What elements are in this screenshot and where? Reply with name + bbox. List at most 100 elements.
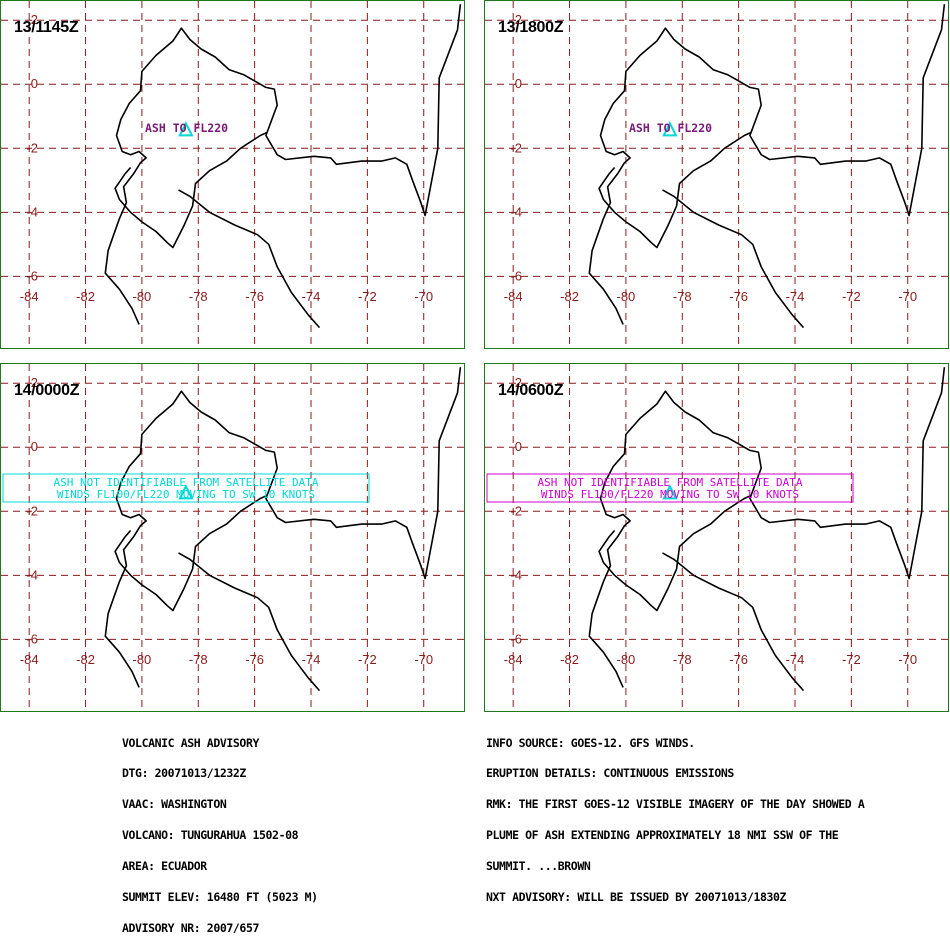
map-4: -84 -82 -80 -78 -76 -74 -72 -70 2 0 -2 -4 -6 ASH NOT …	[485, 364, 948, 711]
lon-tick-label: -70	[898, 289, 917, 304]
advisory-remark-2: PLUME OF ASH EXTENDING APPROXIMATELY 18 …	[486, 828, 839, 843]
panel-time: 13/1800Z	[498, 19, 564, 36]
lon-tick-label: -82	[76, 652, 95, 667]
lon-tick-label: -78	[189, 652, 208, 667]
lon-tick-label: -82	[76, 289, 95, 304]
status-text: WINDS FL100/FL220 MOVING TO SW 10 KNOTS	[541, 488, 799, 501]
advisory-remark-1: RMK: THE FIRST GOES-12 VISIBLE IMAGERY O…	[486, 797, 865, 812]
advisory-title: VOLCANIC ASH ADVISORY	[122, 735, 259, 750]
map-3: -84 -82 -80 -78 -76 -74 -72 -70 2 0 -2 -4 -6 ASH NOT …	[1, 364, 464, 711]
lon-tick-label: -70	[414, 652, 433, 667]
advisory-eruption-details: ERUPTION DETAILS: CONTINUOUS EMISSIONS	[486, 766, 734, 781]
country-outline	[588, 4, 946, 325]
ash-label: ASH TO FL220	[629, 121, 712, 135]
panel-time: 14/0600Z	[498, 382, 564, 399]
forecast-panel-4: -84 -82 -80 -78 -76 -74 -72 -70 2 0 -2 -4 -6 ASH NOT …	[484, 363, 949, 712]
lat-tick-label: -4	[510, 567, 522, 582]
lon-tick-label: -76	[245, 289, 264, 304]
advisory-remark-3: SUMMIT. ...BROWN	[486, 859, 591, 874]
border-line	[662, 189, 805, 329]
border-line	[598, 131, 752, 249]
lon-tick-label: -84	[504, 289, 523, 304]
lat-tick-label: 0	[515, 439, 522, 454]
advisory-right: INFO SOURCE: GOES-12. GFS WINDS. ERUPTIO…	[486, 717, 865, 913]
lat-tick-label: -4	[26, 567, 38, 582]
advisory-volcano: VOLCANO: TUNGURAHUA 1502-08	[122, 828, 299, 843]
lat-tick-label: 0	[515, 76, 522, 91]
lon-tick-label: -82	[560, 289, 579, 304]
lat-tick-label: 2	[31, 375, 38, 390]
lat-tick-label: -2	[26, 503, 38, 518]
status-text: WINDS FL100/FL220 MOVING TO SW 10 KNOTS	[57, 488, 315, 501]
lon-tick-label: -78	[673, 652, 692, 667]
border-line	[178, 552, 321, 692]
advisory-info-source: INFO SOURCE: GOES-12. GFS WINDS.	[486, 735, 695, 750]
lon-tick-label: -74	[786, 289, 805, 304]
country-outline	[104, 367, 462, 688]
lon-tick-label: -72	[358, 652, 377, 667]
advisory-area: AREA: ECUADOR	[122, 859, 207, 874]
border-line	[114, 131, 268, 249]
lon-tick-label: -80	[617, 289, 636, 304]
volcano-marker-icon	[662, 484, 678, 500]
lat-tick-label: -2	[510, 503, 522, 518]
map-1: -84 -82 -80 -78 -76 -74 -72 -70 2 0 -2 -4 -6 ASH TO F…	[1, 1, 464, 348]
advisory-left: VOLCANIC ASH ADVISORY DTG: 20071013/1232…	[122, 717, 318, 944]
lat-tick-label: 2	[31, 12, 38, 27]
border-line	[598, 494, 752, 612]
map-2: -84 -82 -80 -78 -76 -74 -72 -70 2 0 -2 -4 -6 ASH TO F…	[485, 1, 948, 348]
lat-tick-label: 0	[31, 76, 38, 91]
lon-tick-label: -84	[20, 652, 39, 667]
country-outline	[104, 4, 462, 325]
border-line	[178, 189, 321, 329]
status-text: ASH NOT IDENTIFIABLE FROM SATELLITE DATA	[54, 476, 319, 489]
lon-tick-label: -72	[358, 289, 377, 304]
forecast-panel-1: -84 -82 -80 -78 -76 -74 -72 -70 2 0 -2 -4 -6 ASH TO F…	[0, 0, 465, 349]
lat-tick-label: 2	[515, 375, 522, 390]
lon-tick-label: -70	[898, 652, 917, 667]
advisory-vaac: VAAC: WASHINGTON	[122, 797, 227, 812]
lon-tick-label: -78	[673, 289, 692, 304]
advisory-summit-elev: SUMMIT ELEV: 16480 FT (5023 M)	[122, 890, 318, 905]
volcano-marker-icon	[178, 484, 194, 500]
lat-tick-label: 0	[31, 439, 38, 454]
lon-tick-label: -72	[842, 289, 861, 304]
lat-tick-label: -2	[26, 140, 38, 155]
advisory-number: ADVISORY NR: 2007/657	[122, 920, 259, 935]
border-line	[114, 494, 268, 612]
lon-tick-label: -76	[729, 289, 748, 304]
lon-tick-label: -82	[560, 652, 579, 667]
lon-tick-label: -84	[504, 652, 523, 667]
lat-tick-label: -6	[26, 631, 38, 646]
forecast-panel-2: -84 -82 -80 -78 -76 -74 -72 -70 2 0 -2 -4 -6 ASH TO F…	[484, 0, 949, 349]
lat-tick-label: -4	[26, 204, 38, 219]
ash-label: ASH TO FL220	[145, 121, 228, 135]
lon-tick-label: -78	[189, 289, 208, 304]
lon-tick-label: -74	[302, 289, 321, 304]
border-line	[662, 552, 805, 692]
status-box	[2, 473, 370, 503]
lon-tick-label: -74	[302, 652, 321, 667]
lon-tick-label: -80	[133, 652, 152, 667]
advisory-next: NXT ADVISORY: WILL BE ISSUED BY 20071013…	[486, 890, 787, 905]
lat-tick-label: 2	[515, 12, 522, 27]
lat-tick-label: -6	[26, 268, 38, 283]
lon-tick-label: -84	[20, 289, 39, 304]
panel-time: 13/1145Z	[14, 19, 79, 36]
status-text: ASH NOT IDENTIFIABLE FROM SATELLITE DATA	[538, 476, 803, 489]
country-outline	[588, 367, 946, 688]
lon-tick-label: -72	[842, 652, 861, 667]
volcano-marker-icon	[662, 121, 678, 137]
lon-tick-label: -80	[133, 289, 152, 304]
lon-tick-label: -76	[245, 652, 264, 667]
panel-time: 14/0000Z	[14, 382, 80, 399]
lon-tick-label: -74	[786, 652, 805, 667]
status-box	[486, 473, 854, 503]
lon-tick-label: -70	[414, 289, 433, 304]
volcano-marker-icon	[178, 121, 194, 137]
lon-tick-label: -76	[729, 652, 748, 667]
lon-tick-label: -80	[617, 652, 636, 667]
lat-tick-label: -2	[510, 140, 522, 155]
lat-tick-label: -6	[510, 268, 522, 283]
lat-tick-label: -6	[510, 631, 522, 646]
